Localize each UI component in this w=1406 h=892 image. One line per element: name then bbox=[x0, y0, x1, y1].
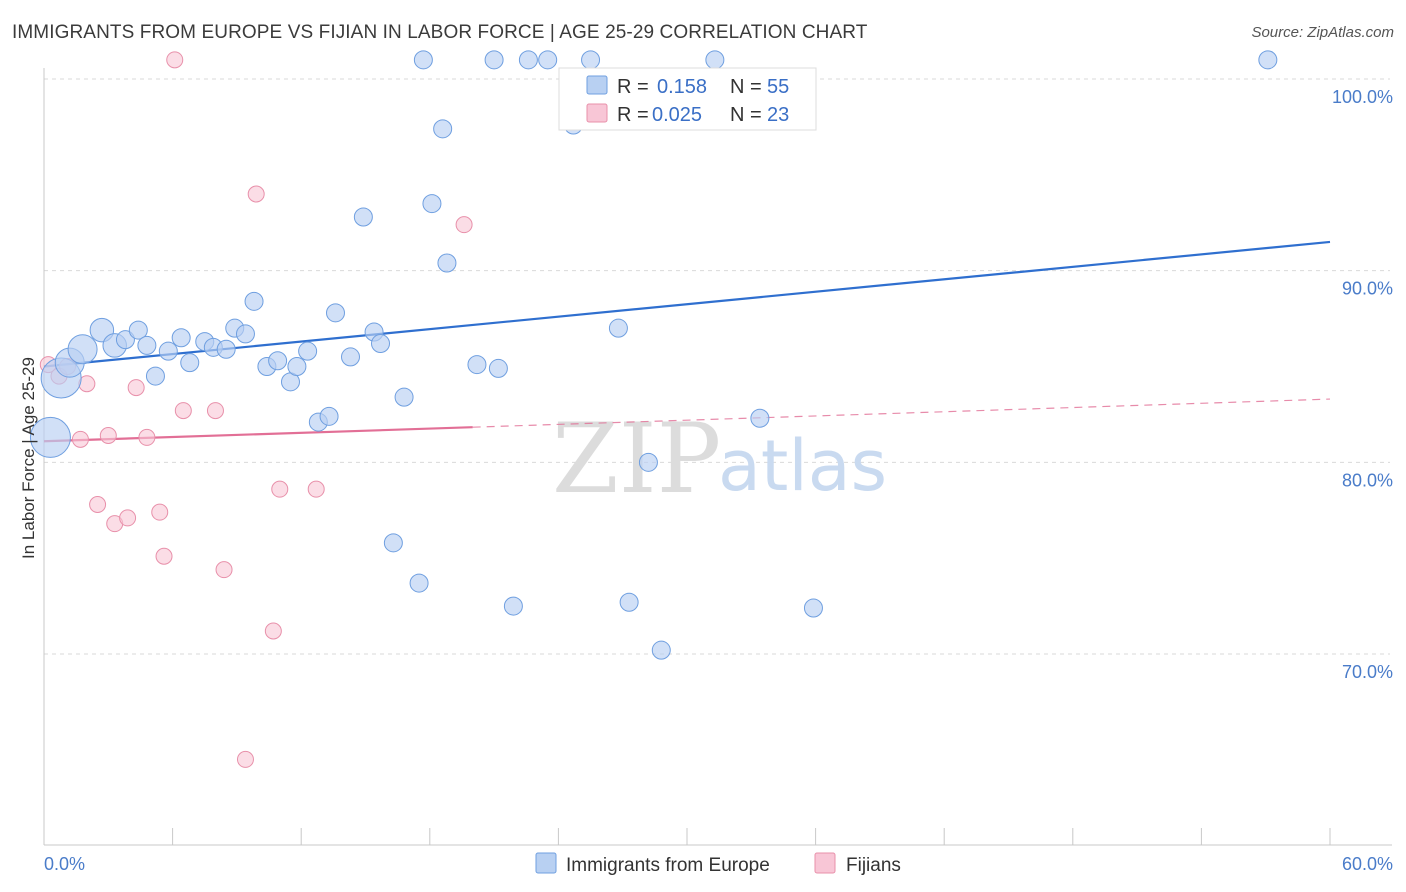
fijians-point-12 bbox=[155, 547, 173, 565]
y-tick-label-2: 80.0% bbox=[1342, 470, 1393, 490]
legend-n-value-fijians: 23 bbox=[767, 104, 789, 126]
europe-point-31 bbox=[383, 533, 403, 553]
legend-swatch-fijians bbox=[586, 103, 608, 123]
europe-point-27 bbox=[340, 347, 360, 367]
trend-line-fijians-dashed bbox=[472, 398, 1331, 428]
europe-point-28 bbox=[353, 207, 373, 227]
europe-point-52 bbox=[803, 598, 823, 618]
x-tick-label-min: 0.0% bbox=[44, 854, 85, 874]
europe-point-46 bbox=[608, 318, 628, 338]
fijians-point-11 bbox=[151, 503, 169, 521]
fijians-point-14 bbox=[174, 402, 192, 420]
fijians-point-10 bbox=[138, 428, 156, 446]
europe-point-33 bbox=[409, 573, 429, 593]
chart-title: IMMIGRANTS FROM EUROPE VS FIJIAN IN LABO… bbox=[12, 22, 868, 43]
fijians-point-16 bbox=[215, 561, 233, 579]
europe-point-47 bbox=[619, 592, 639, 612]
europe-point-0 bbox=[29, 416, 71, 458]
legend-n-label-fijians: N = bbox=[730, 104, 762, 126]
europe-point-10 bbox=[158, 341, 178, 361]
series-legend: Immigrants from Europe Fijians bbox=[535, 852, 901, 876]
europe-point-17 bbox=[235, 324, 255, 344]
fijians-point-21 bbox=[307, 480, 325, 498]
europe-point-35 bbox=[422, 194, 442, 214]
y-axis-label: In Labor Force | Age 25-29 bbox=[19, 357, 38, 559]
europe-point-8 bbox=[137, 335, 157, 355]
europe-point-36 bbox=[433, 119, 453, 139]
europe-point-41 bbox=[503, 596, 523, 616]
europe-points bbox=[29, 50, 1278, 660]
europe-point-11 bbox=[171, 328, 191, 348]
europe-point-9 bbox=[145, 366, 165, 386]
europe-point-32 bbox=[394, 387, 414, 407]
europe-point-12 bbox=[180, 353, 200, 373]
fijians-point-5 bbox=[89, 496, 107, 513]
fijians-point-3 bbox=[71, 430, 89, 448]
fijians-point-22 bbox=[455, 216, 473, 234]
legend-swatch-europe bbox=[586, 75, 608, 95]
series-legend-label-fijians: Fijians bbox=[846, 855, 901, 876]
watermark-zip: ZIP bbox=[552, 403, 721, 515]
x-tick-label-max: 60.0% bbox=[1342, 854, 1393, 874]
y-tick-labels: 100.0% 90.0% 80.0% 70.0% bbox=[1332, 87, 1393, 682]
fijians-point-8 bbox=[119, 509, 137, 527]
fijians-point-19 bbox=[264, 622, 282, 640]
europe-point-40 bbox=[488, 358, 508, 378]
europe-point-50 bbox=[705, 50, 725, 70]
europe-point-51 bbox=[750, 408, 770, 428]
europe-point-18 bbox=[244, 291, 264, 311]
europe-point-38 bbox=[467, 355, 487, 375]
europe-point-25 bbox=[319, 406, 339, 426]
stats-legend: R = 0.158 N = 55 R = 0.025 N = 23 bbox=[558, 67, 817, 131]
legend-r-value-fijians: 0.025 bbox=[652, 104, 702, 126]
europe-point-37 bbox=[437, 253, 457, 273]
europe-point-6 bbox=[115, 330, 135, 350]
fijians-point-13 bbox=[166, 51, 184, 69]
legend-n-value-europe: 55 bbox=[767, 76, 789, 98]
legend-n-label-europe: N = bbox=[730, 76, 762, 98]
europe-point-23 bbox=[298, 341, 318, 361]
europe-point-30 bbox=[371, 334, 391, 353]
europe-point-34 bbox=[413, 50, 433, 70]
fijians-point-20 bbox=[271, 480, 289, 498]
series-legend-swatch-europe bbox=[535, 852, 557, 874]
source-credit: Source: ZipAtlas.com bbox=[1251, 24, 1394, 41]
fijians-point-18 bbox=[247, 185, 265, 203]
watermark-atlas: atlas bbox=[718, 425, 887, 507]
europe-point-49 bbox=[651, 640, 671, 660]
fijians-point-17 bbox=[236, 750, 254, 768]
series-legend-label-europe: Immigrants from Europe bbox=[566, 855, 770, 876]
legend-r-label-europe: R = bbox=[617, 76, 649, 98]
europe-point-7 bbox=[128, 320, 148, 340]
fijians-point-15 bbox=[206, 402, 224, 420]
europe-point-42 bbox=[518, 50, 538, 70]
europe-point-39 bbox=[484, 50, 504, 70]
europe-point-22 bbox=[287, 357, 307, 376]
legend-r-label-fijians: R = bbox=[617, 104, 649, 126]
grid-lines bbox=[44, 78, 1390, 655]
y-tick-label-1: 90.0% bbox=[1342, 279, 1393, 299]
europe-point-53 bbox=[1258, 50, 1278, 70]
y-tick-label-3: 70.0% bbox=[1342, 662, 1393, 682]
europe-point-48 bbox=[638, 452, 658, 472]
fijians-point-6 bbox=[99, 427, 117, 444]
legend-r-value-europe: 0.158 bbox=[657, 76, 707, 98]
europe-point-15 bbox=[216, 339, 236, 359]
europe-point-3 bbox=[67, 334, 98, 365]
europe-point-26 bbox=[325, 303, 345, 323]
europe-point-43 bbox=[538, 50, 558, 70]
fijians-points bbox=[39, 51, 473, 768]
trend-line-europe bbox=[43, 240, 1331, 368]
fijians-point-9 bbox=[127, 379, 145, 397]
series-legend-swatch-fijians bbox=[814, 852, 836, 874]
europe-point-45 bbox=[581, 50, 601, 70]
europe-point-20 bbox=[268, 351, 288, 371]
y-tick-label-0: 100.0% bbox=[1332, 87, 1393, 107]
